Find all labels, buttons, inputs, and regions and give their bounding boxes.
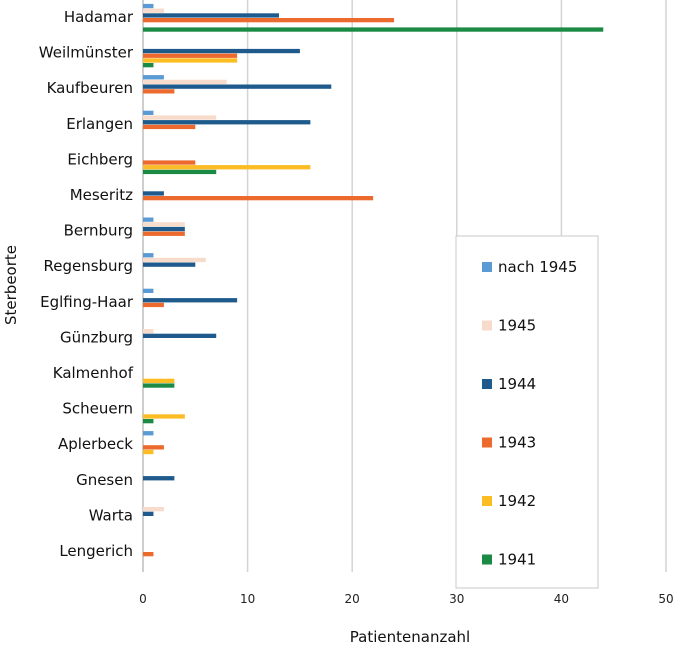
legend-swatch xyxy=(482,379,492,389)
bar xyxy=(143,79,227,85)
bar xyxy=(143,160,196,165)
bar xyxy=(143,217,154,222)
x-tick-label: 0 xyxy=(139,592,147,606)
bar xyxy=(143,476,175,481)
x-tick-label: 50 xyxy=(658,592,673,606)
category-label: Günzburg xyxy=(60,328,133,346)
bar xyxy=(143,298,238,303)
x-tick-label: 20 xyxy=(345,592,360,606)
bar xyxy=(143,333,217,338)
bar xyxy=(143,84,332,89)
category-label: Hadamar xyxy=(64,8,134,26)
category-label: Bernburg xyxy=(64,222,133,240)
bar xyxy=(143,507,164,512)
category-label: Erlangen xyxy=(66,115,133,133)
legend-label: nach 1945 xyxy=(498,258,577,276)
bar xyxy=(143,110,154,115)
bar xyxy=(143,53,238,58)
bar xyxy=(143,253,154,258)
bar xyxy=(143,196,374,201)
x-tick-label: 30 xyxy=(449,592,464,606)
bar xyxy=(143,288,154,293)
category-label: Aplerbeck xyxy=(58,435,133,453)
bar xyxy=(143,191,164,196)
bar xyxy=(143,378,175,383)
legend-swatch xyxy=(482,496,492,506)
legend-swatch xyxy=(482,320,492,331)
bar xyxy=(143,383,175,388)
category-label: Eglfing-Haar xyxy=(40,293,134,311)
bar xyxy=(143,431,154,436)
bar xyxy=(143,222,185,227)
bar xyxy=(143,329,154,334)
category-label: Kalmenhof xyxy=(53,364,134,382)
legend-label: 1941 xyxy=(498,551,536,569)
bar xyxy=(143,231,185,236)
bar xyxy=(143,48,300,54)
bar xyxy=(143,419,154,424)
bar xyxy=(143,120,311,125)
bar xyxy=(143,165,311,170)
category-label: Meseritz xyxy=(70,186,133,204)
legend-items: nach 1945 1945 1944 1943 1942 1941 xyxy=(482,258,577,569)
legend-label: 1942 xyxy=(498,492,536,510)
bar xyxy=(143,58,238,63)
category-labels: Hadamar Weilmünster Kaufbeuren Erlangen Eich… xyxy=(39,8,134,560)
bar xyxy=(143,552,154,557)
x-tick-label: 10 xyxy=(240,592,255,606)
category-label: Lengerich xyxy=(59,542,133,560)
category-label: Regensburg xyxy=(43,257,133,275)
bar xyxy=(143,18,395,23)
x-tick-label: 40 xyxy=(554,592,569,606)
legend-swatch xyxy=(482,262,492,272)
category-label: Weilmünster xyxy=(39,44,134,62)
x-axis-title: Patientenanzahl xyxy=(350,628,470,646)
bar xyxy=(143,13,279,18)
legend-box xyxy=(455,235,599,589)
legend-swatch xyxy=(482,554,492,565)
legend: nach 1945 1945 1944 1943 1942 1941 xyxy=(455,235,599,589)
bar xyxy=(143,75,164,80)
bar xyxy=(143,8,164,13)
bar xyxy=(143,511,154,516)
bars xyxy=(143,3,604,557)
bar xyxy=(143,115,217,120)
bar xyxy=(143,89,175,94)
bar xyxy=(143,63,154,68)
category-label: Kaufbeuren xyxy=(47,79,133,97)
category-label: Eichberg xyxy=(67,150,133,168)
legend-label: 1944 xyxy=(498,375,536,393)
category-label: Gnesen xyxy=(76,471,133,489)
bar xyxy=(143,169,217,175)
x-tick-labels: 0 10 20 30 40 50 xyxy=(139,592,673,606)
bar xyxy=(143,124,196,130)
bar xyxy=(143,445,164,450)
bar xyxy=(143,449,154,455)
bar xyxy=(143,27,604,32)
category-label: Warta xyxy=(89,506,133,524)
bar xyxy=(143,414,185,419)
bar xyxy=(143,302,164,308)
y-axis-title: Sterbeorte xyxy=(2,245,20,325)
bar xyxy=(143,262,196,267)
bar xyxy=(143,3,154,9)
bar xyxy=(143,226,185,232)
legend-label: 1945 xyxy=(498,317,536,335)
legend-label: 1943 xyxy=(498,434,536,452)
bar xyxy=(143,257,206,263)
legend-swatch xyxy=(482,437,492,448)
category-label: Scheuern xyxy=(62,400,133,418)
